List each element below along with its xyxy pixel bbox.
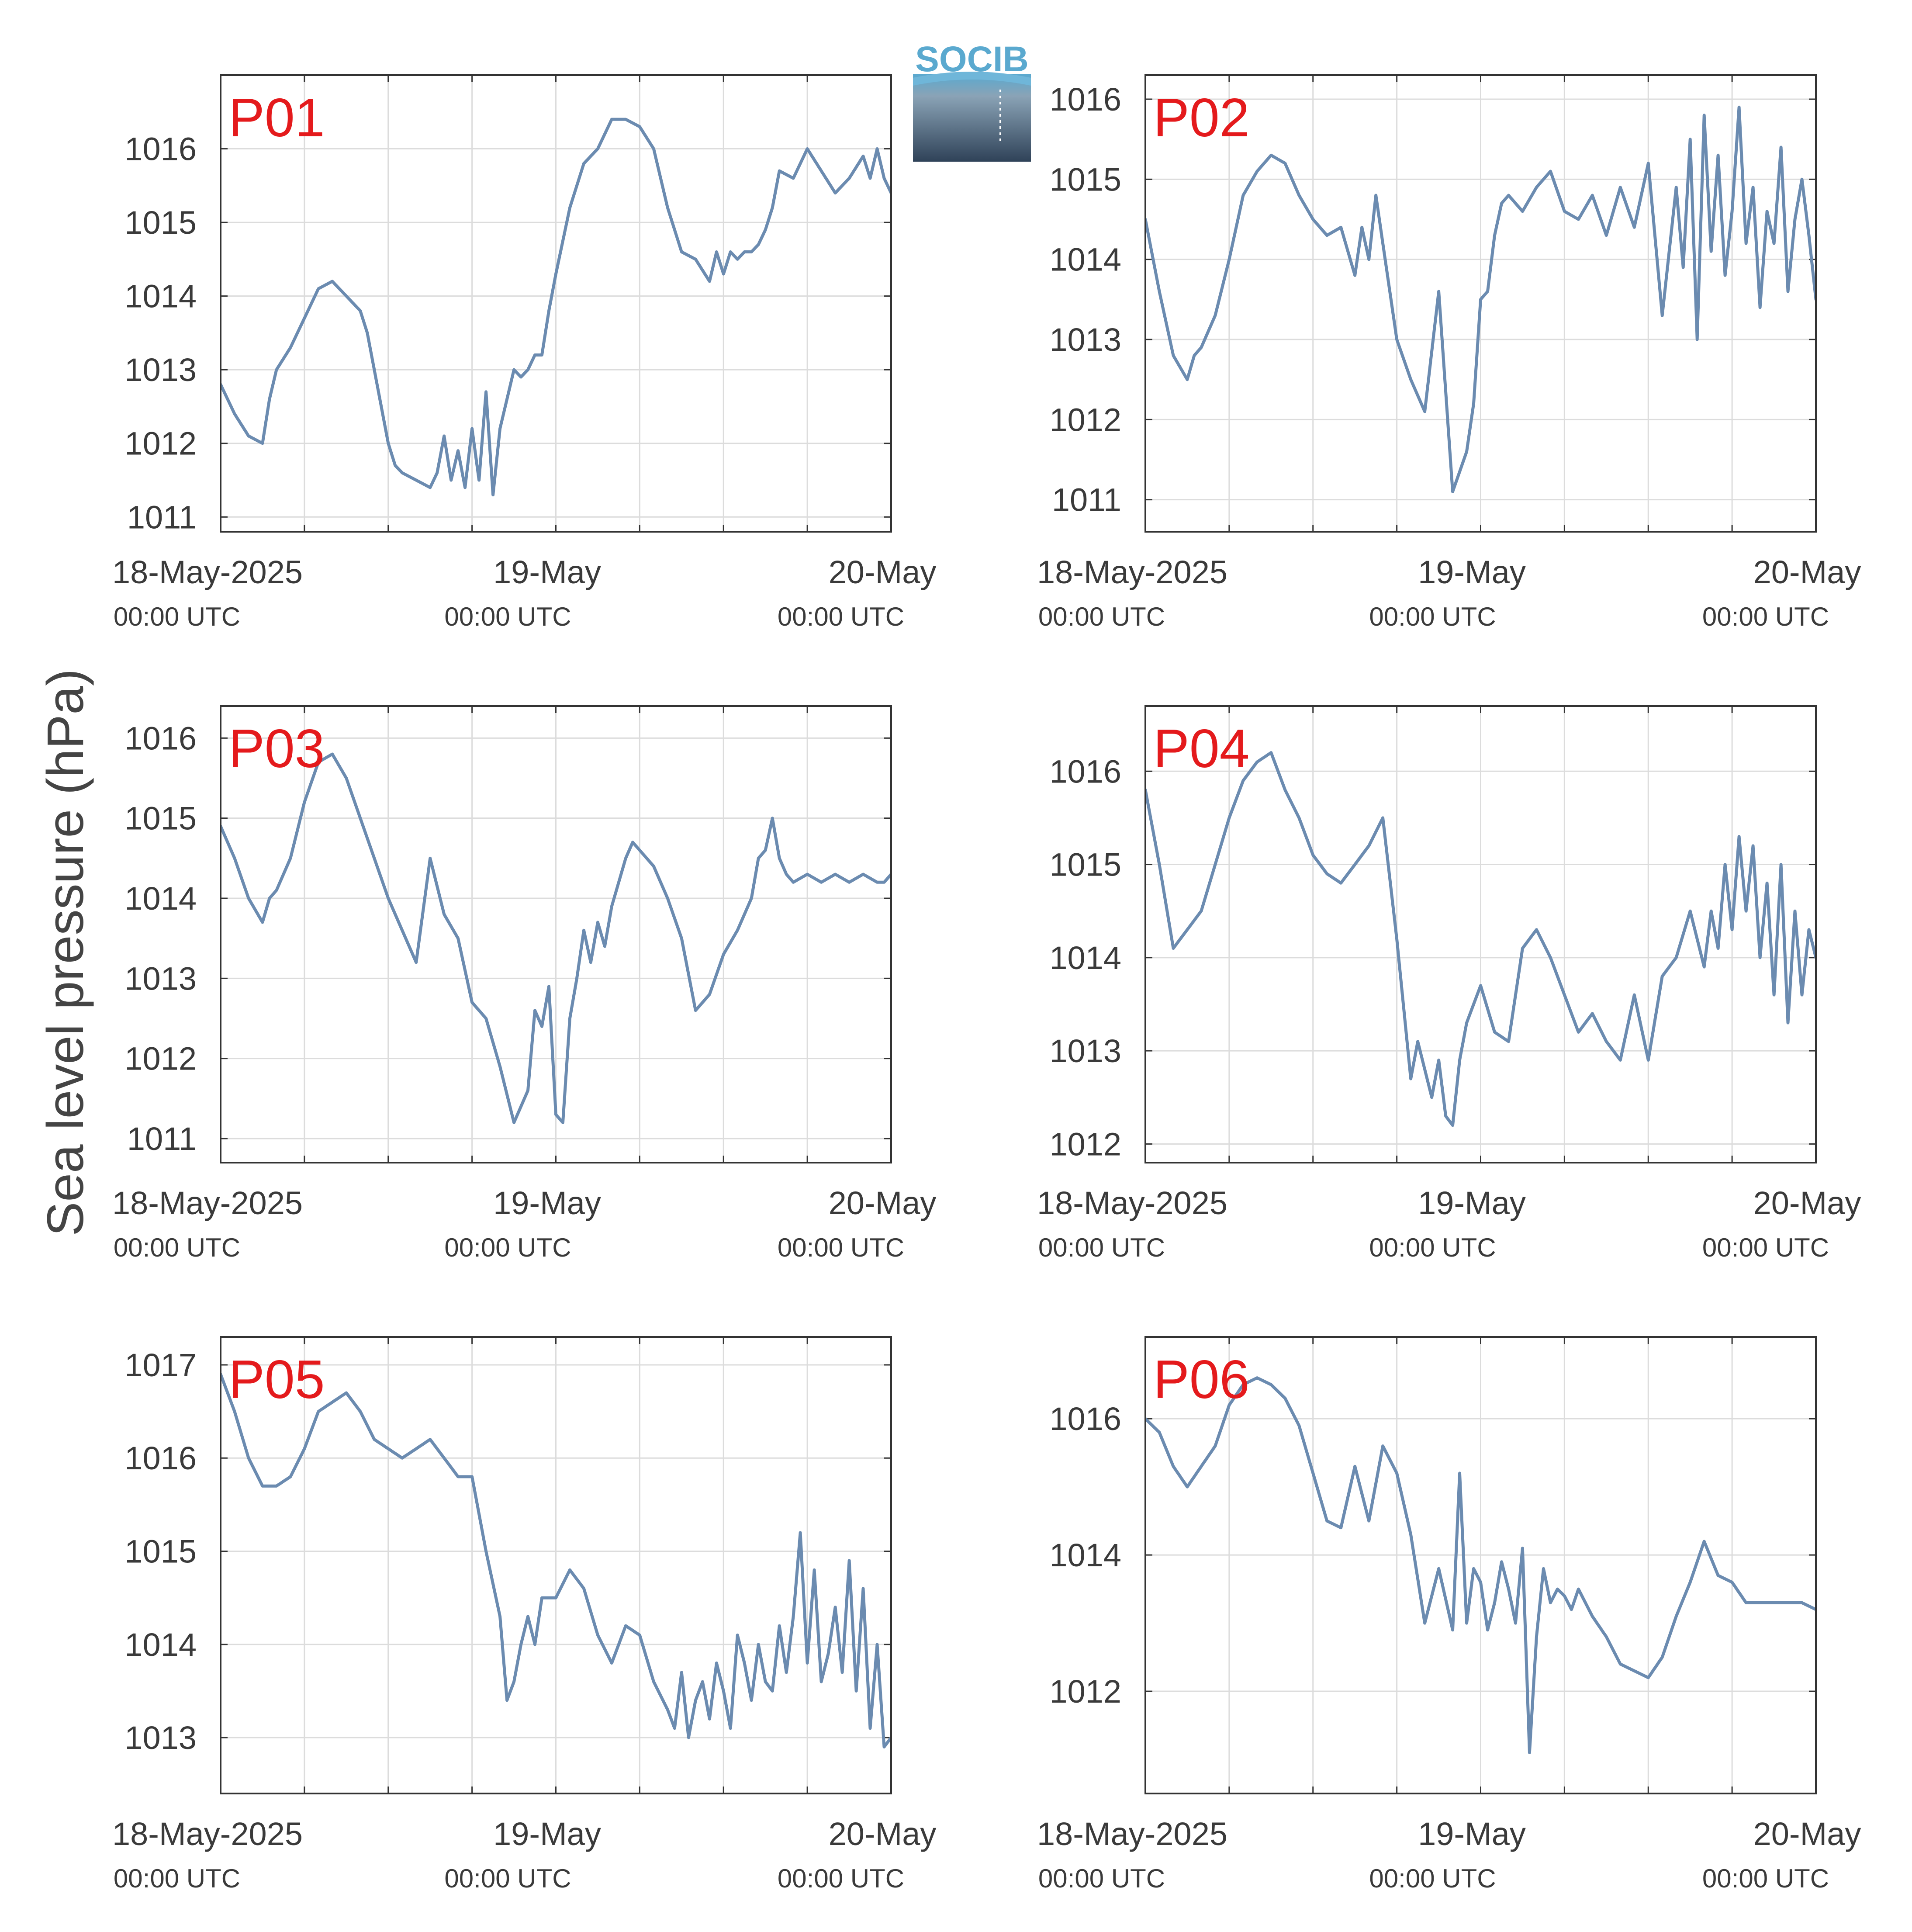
y-tick-label: 1015 bbox=[124, 1534, 197, 1570]
logo-wave bbox=[913, 72, 1031, 86]
y-tick-label: 1015 bbox=[124, 800, 197, 837]
x-tick-label: 20-May bbox=[829, 1816, 937, 1852]
y-tick-label: 1014 bbox=[1049, 1537, 1121, 1573]
x-tick-sublabel: 00:00 UTC bbox=[778, 602, 904, 631]
logo-water-block bbox=[913, 74, 1031, 162]
x-tick-label: 20-May bbox=[1753, 1185, 1861, 1221]
x-tick-label: 18-May-2025 bbox=[112, 1816, 303, 1852]
series-line-p03 bbox=[221, 752, 891, 1124]
x-tick-sublabel: 00:00 UTC bbox=[114, 602, 240, 631]
chart-panel-p02: 1011 1012 1013 1014 1015 1016 18-May-2025 00:00… bbox=[1037, 74, 1861, 631]
x-tick-sublabel: 00:00 UTC bbox=[444, 602, 571, 631]
axes-frame bbox=[1144, 1336, 1817, 1794]
axes-frame bbox=[220, 1336, 892, 1794]
x-tick-label: 18-May-2025 bbox=[112, 1185, 303, 1221]
y-tick-label: 1015 bbox=[124, 204, 197, 241]
chart-panel-p03: 1011 1012 1013 1014 1015 1016 18-May-2025 00:00… bbox=[112, 705, 937, 1262]
y-tick-label: 1013 bbox=[124, 352, 197, 388]
y-tick-label: 1014 bbox=[124, 1627, 197, 1663]
y-tick-label: 1011 bbox=[127, 1121, 197, 1157]
panel-label: P06 bbox=[1153, 1350, 1250, 1410]
chart-panel-p04: 1012 1013 1014 1015 1016 18-May-2025 00:00 UTC… bbox=[1037, 705, 1861, 1262]
x-tick-sublabel: 00:00 UTC bbox=[444, 1233, 571, 1262]
series-line-p04 bbox=[1145, 751, 1816, 1127]
y-tick-label: 1012 bbox=[124, 426, 197, 462]
x-tick-label: 20-May bbox=[829, 1185, 937, 1221]
y-tick-label: 1016 bbox=[1049, 81, 1121, 118]
x-tick-sublabel: 00:00 UTC bbox=[444, 1864, 571, 1893]
x-tick-label: 20-May bbox=[1753, 1816, 1861, 1852]
x-tick-sublabel: 00:00 UTC bbox=[778, 1864, 904, 1893]
y-tick-label: 1016 bbox=[1049, 1401, 1121, 1437]
x-tick-label: 18-May-2025 bbox=[112, 554, 303, 590]
x-tick-sublabel: 00:00 UTC bbox=[114, 1233, 240, 1262]
y-tick-label: 1013 bbox=[124, 960, 197, 997]
y-tick-label: 1016 bbox=[124, 720, 197, 756]
panel-label: P05 bbox=[228, 1350, 325, 1410]
chart-panel-p06: 1012 1014 1016 18-May-2025 00:00 UTC 19-May 00… bbox=[1037, 1336, 1861, 1893]
series-line-p05 bbox=[221, 1372, 891, 1748]
y-tick-label: 1017 bbox=[124, 1347, 197, 1383]
panel-label: P03 bbox=[228, 719, 325, 779]
y-tick-label: 1014 bbox=[1049, 242, 1121, 278]
y-tick-label: 1013 bbox=[1049, 1033, 1121, 1069]
x-tick-sublabel: 00:00 UTC bbox=[114, 1864, 240, 1893]
x-tick-sublabel: 00:00 UTC bbox=[1369, 1233, 1496, 1262]
x-tick-sublabel: 00:00 UTC bbox=[1038, 602, 1165, 631]
chart-panel-p05: 1013 1014 1015 1016 1017 18-May-2025 00:00 UTC… bbox=[112, 1336, 937, 1893]
y-tick-label: 1013 bbox=[1049, 322, 1121, 358]
chart-panel-p01: 1011 1012 1013 1014 1015 1016 18-May-2025 00:00… bbox=[112, 74, 937, 631]
x-tick-label: 18-May-2025 bbox=[1037, 1185, 1227, 1221]
y-axis-label: Sea level pressure (hPa) bbox=[37, 669, 94, 1236]
x-tick-sublabel: 00:00 UTC bbox=[1369, 1864, 1496, 1893]
axes-frame bbox=[1144, 705, 1817, 1163]
y-tick-label: 1012 bbox=[1049, 1126, 1121, 1162]
x-tick-label: 19-May bbox=[1418, 1185, 1526, 1221]
y-tick-label: 1014 bbox=[124, 880, 197, 917]
y-tick-label: 1015 bbox=[1049, 847, 1121, 883]
socib-logo: SOCIB bbox=[913, 39, 1031, 162]
y-tick-label: 1016 bbox=[1049, 753, 1121, 789]
y-tick-label: 1011 bbox=[1052, 482, 1121, 518]
x-tick-sublabel: 00:00 UTC bbox=[1702, 1864, 1829, 1893]
x-tick-sublabel: 00:00 UTC bbox=[1702, 602, 1829, 631]
panel-label: P02 bbox=[1153, 88, 1250, 148]
x-tick-sublabel: 00:00 UTC bbox=[778, 1233, 904, 1262]
axes-frame bbox=[220, 74, 892, 533]
x-tick-label: 19-May bbox=[493, 1185, 601, 1221]
x-tick-sublabel: 00:00 UTC bbox=[1702, 1233, 1829, 1262]
x-tick-label: 18-May-2025 bbox=[1037, 554, 1227, 590]
x-tick-label: 19-May bbox=[493, 1816, 601, 1852]
chart-panels: 1011 1012 1013 1014 1015 1016 18-May-2025 00:00… bbox=[112, 74, 1861, 1893]
series-line-p06 bbox=[1145, 1376, 1816, 1754]
y-tick-label: 1012 bbox=[1049, 1673, 1121, 1710]
panel-label: P04 bbox=[1153, 719, 1250, 779]
x-tick-label: 20-May bbox=[829, 554, 937, 590]
y-tick-label: 1013 bbox=[124, 1720, 197, 1756]
axes-frame bbox=[1144, 74, 1817, 533]
y-tick-label: 1014 bbox=[124, 278, 197, 315]
y-tick-label: 1012 bbox=[1049, 402, 1121, 438]
series-line-p01 bbox=[221, 118, 891, 497]
x-tick-label: 18-May-2025 bbox=[1037, 1816, 1227, 1852]
x-tick-label: 19-May bbox=[493, 554, 601, 590]
series-line-p02 bbox=[1145, 105, 1816, 493]
x-tick-sublabel: 00:00 UTC bbox=[1038, 1233, 1165, 1262]
x-tick-sublabel: 00:00 UTC bbox=[1038, 1864, 1165, 1893]
x-tick-label: 20-May bbox=[1753, 554, 1861, 590]
y-tick-label: 1014 bbox=[1049, 940, 1121, 976]
y-tick-label: 1016 bbox=[124, 1440, 197, 1476]
x-tick-label: 19-May bbox=[1418, 1816, 1526, 1852]
y-tick-label: 1015 bbox=[1049, 161, 1121, 197]
x-tick-sublabel: 00:00 UTC bbox=[1369, 602, 1496, 631]
logo-text: SOCIB bbox=[915, 39, 1029, 79]
y-tick-label: 1011 bbox=[127, 499, 197, 535]
x-tick-label: 19-May bbox=[1418, 554, 1526, 590]
y-tick-label: 1016 bbox=[124, 131, 197, 167]
axes-frame bbox=[220, 705, 892, 1163]
y-tick-label: 1012 bbox=[124, 1041, 197, 1077]
panel-label: P01 bbox=[228, 88, 325, 148]
